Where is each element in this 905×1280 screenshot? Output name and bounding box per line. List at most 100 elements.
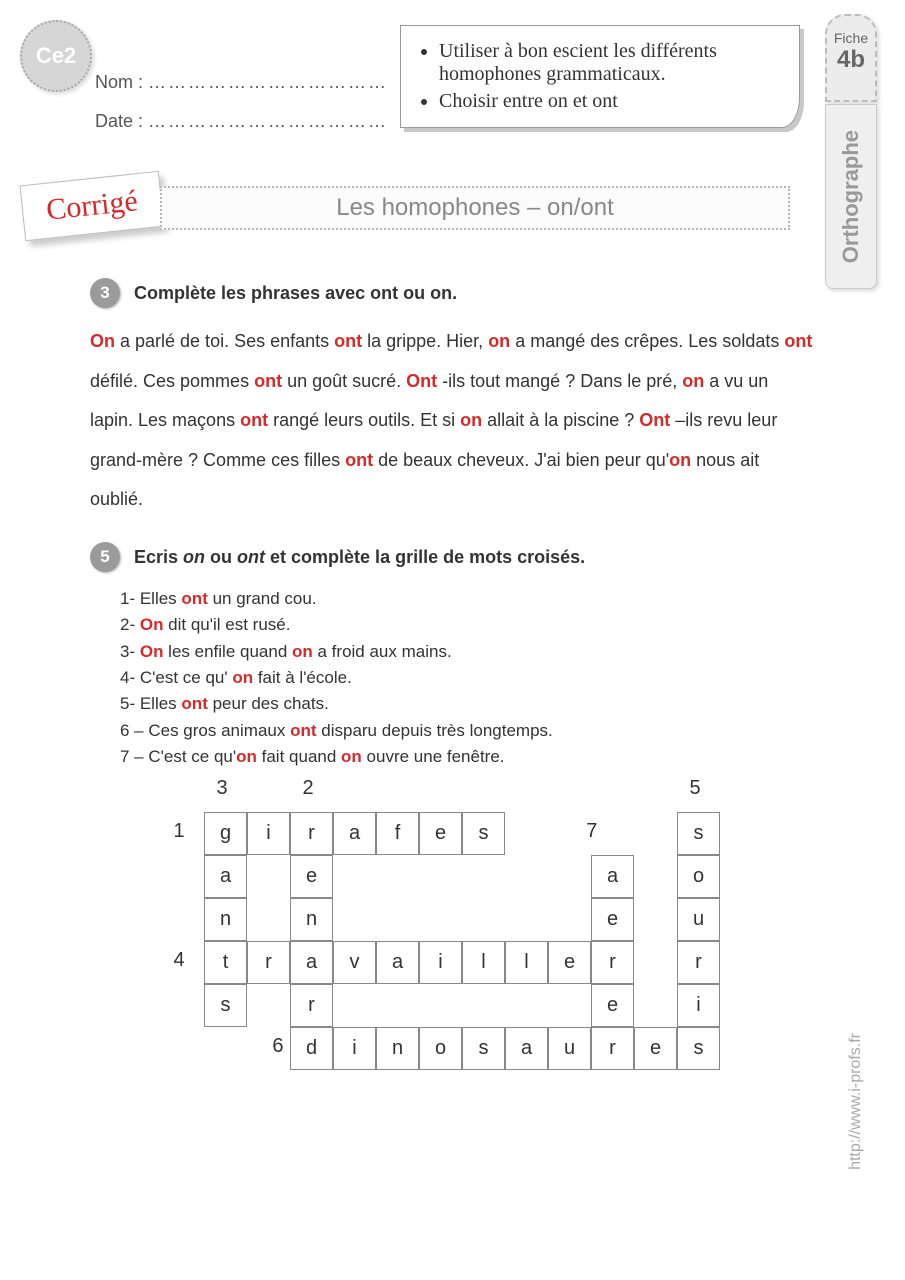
crossword-cell: r [247, 941, 290, 984]
subject-text: Orthographe [838, 130, 864, 263]
text-fragment: allait à la piscine ? [482, 410, 639, 430]
answer-highlight: Ont [406, 371, 437, 391]
answer-highlight: on [669, 450, 691, 470]
answer-highlight: ont [181, 694, 207, 713]
exercise-3-body: On a parlé de toi. Ses enfants ont la gr… [90, 322, 815, 520]
page-title: Les homophones – on/ont [160, 186, 790, 230]
text-fragment: 2- [120, 615, 140, 634]
answer-highlight: ont [334, 331, 362, 351]
answer-highlight: ont [345, 450, 373, 470]
crossword-cell: i [419, 941, 462, 984]
subject-side-tab: Orthographe [825, 104, 877, 289]
crossword-cell: e [591, 898, 634, 941]
crossword-cell: o [419, 1027, 462, 1070]
crossword-cell: e [591, 984, 634, 1027]
answer-highlight: on [460, 410, 482, 430]
crossword-cell: g [204, 812, 247, 855]
crossword-cell: n [204, 898, 247, 941]
clue-line: 3- On les enfile quand on a froid aux ma… [120, 639, 815, 665]
fiche-number: 4b [827, 46, 875, 74]
crossword-cell: o [677, 855, 720, 898]
crossword-cell: r [290, 984, 333, 1027]
text-fragment: un goût sucré. [282, 371, 406, 391]
name-dots: ……………………………… [148, 72, 388, 92]
answer-highlight: ont [254, 371, 282, 391]
text-fragment: de beaux cheveux. J'ai bien peur qu' [373, 450, 669, 470]
answer-highlight: on [682, 371, 704, 391]
crossword-cell: r [677, 941, 720, 984]
crossword-cell: d [290, 1027, 333, 1070]
crossword-cell: r [591, 941, 634, 984]
crossword-cell: s [462, 1027, 505, 1070]
date-dots: ……………………………… [148, 111, 388, 131]
crossword-cell: i [677, 984, 720, 1027]
answer-highlight: On [90, 331, 115, 351]
crossword-cell: r [591, 1027, 634, 1070]
crossword-cell: n [376, 1027, 419, 1070]
clue-line: 2- On dit qu'il est rusé. [120, 612, 815, 638]
text-fragment: 5- Elles [120, 694, 181, 713]
answer-highlight: on [236, 747, 257, 766]
text-fragment: -ils tout mangé ? Dans le pré, [437, 371, 682, 391]
exercise-number-badge: 3 [90, 278, 120, 308]
text-fragment: la grippe. Hier, [362, 331, 488, 351]
crossword-cell: s [462, 812, 505, 855]
text-fragment: 6 – Ces gros animaux [120, 721, 290, 740]
crossword-cell: u [677, 898, 720, 941]
crossword-label: 1 [167, 820, 191, 843]
crossword-label: 7 [580, 820, 604, 843]
text-fragment: disparu depuis très longtemps. [317, 721, 553, 740]
text-fragment: dit qu'il est rusé. [163, 615, 290, 634]
memo-item: Choisir entre on et ont [439, 90, 781, 113]
crossword-cell: a [204, 855, 247, 898]
answer-highlight: on [232, 668, 253, 687]
crossword-cell: i [247, 812, 290, 855]
text-fragment: 1- Elles [120, 589, 181, 608]
answer-highlight: On [140, 642, 164, 661]
text-fragment: 3- [120, 642, 140, 661]
exercise-title: Ecris on ou ont et complète la grille de… [134, 547, 585, 568]
answer-highlight: on [341, 747, 362, 766]
fiche-label: Fiche [827, 30, 875, 46]
text-fragment: a parlé de toi. Ses enfants [115, 331, 334, 351]
crossword-label: 3 [210, 777, 234, 800]
crossword-clues: 1- Elles ont un grand cou.2- On dit qu'i… [120, 586, 815, 770]
crossword-cell: u [548, 1027, 591, 1070]
crossword-cell: e [290, 855, 333, 898]
footer-url: http://www.i-profs.fr [847, 1033, 865, 1170]
crossword-cell: s [677, 1027, 720, 1070]
crossword-cell: r [290, 812, 333, 855]
crossword-cell: a [505, 1027, 548, 1070]
exercise-title: Complète les phrases avec ont ou on. [134, 283, 457, 304]
date-label: Date : [95, 111, 143, 131]
answer-highlight: Ont [639, 410, 670, 430]
crossword-cell: i [333, 1027, 376, 1070]
crossword-cell: a [290, 941, 333, 984]
text-fragment: défilé. Ces pommes [90, 371, 254, 391]
clue-line: 1- Elles ont un grand cou. [120, 586, 815, 612]
crossword-cell: t [204, 941, 247, 984]
memo-item: Utiliser à bon escient les différents ho… [439, 40, 781, 86]
text-fragment: fait quand [257, 747, 341, 766]
clue-line: 4- C'est ce qu' on fait à l'école. [120, 665, 815, 691]
crossword-label: 2 [296, 777, 320, 800]
answer-highlight: ont [784, 331, 812, 351]
crossword-label: 5 [683, 777, 707, 800]
corrige-sticker: Corrigé [19, 171, 164, 241]
crossword-label: 4 [167, 949, 191, 972]
answer-highlight: ont [290, 721, 316, 740]
answer-highlight: ont [181, 589, 207, 608]
crossword-cell: a [333, 812, 376, 855]
crossword-cell: v [333, 941, 376, 984]
crossword-cell: l [462, 941, 505, 984]
text-fragment: 4- C'est ce qu' [120, 668, 232, 687]
crossword-cell: f [376, 812, 419, 855]
answer-highlight: ont [240, 410, 268, 430]
objectives-memo: Utiliser à bon escient les différents ho… [400, 25, 800, 128]
fiche-tab: Fiche 4b [825, 14, 877, 102]
crossword-cell: e [419, 812, 462, 855]
text-fragment: fait à l'école. [253, 668, 352, 687]
crossword-cell: a [591, 855, 634, 898]
clue-line: 6 – Ces gros animaux ont disparu depuis … [120, 718, 815, 744]
crossword-cell: l [505, 941, 548, 984]
